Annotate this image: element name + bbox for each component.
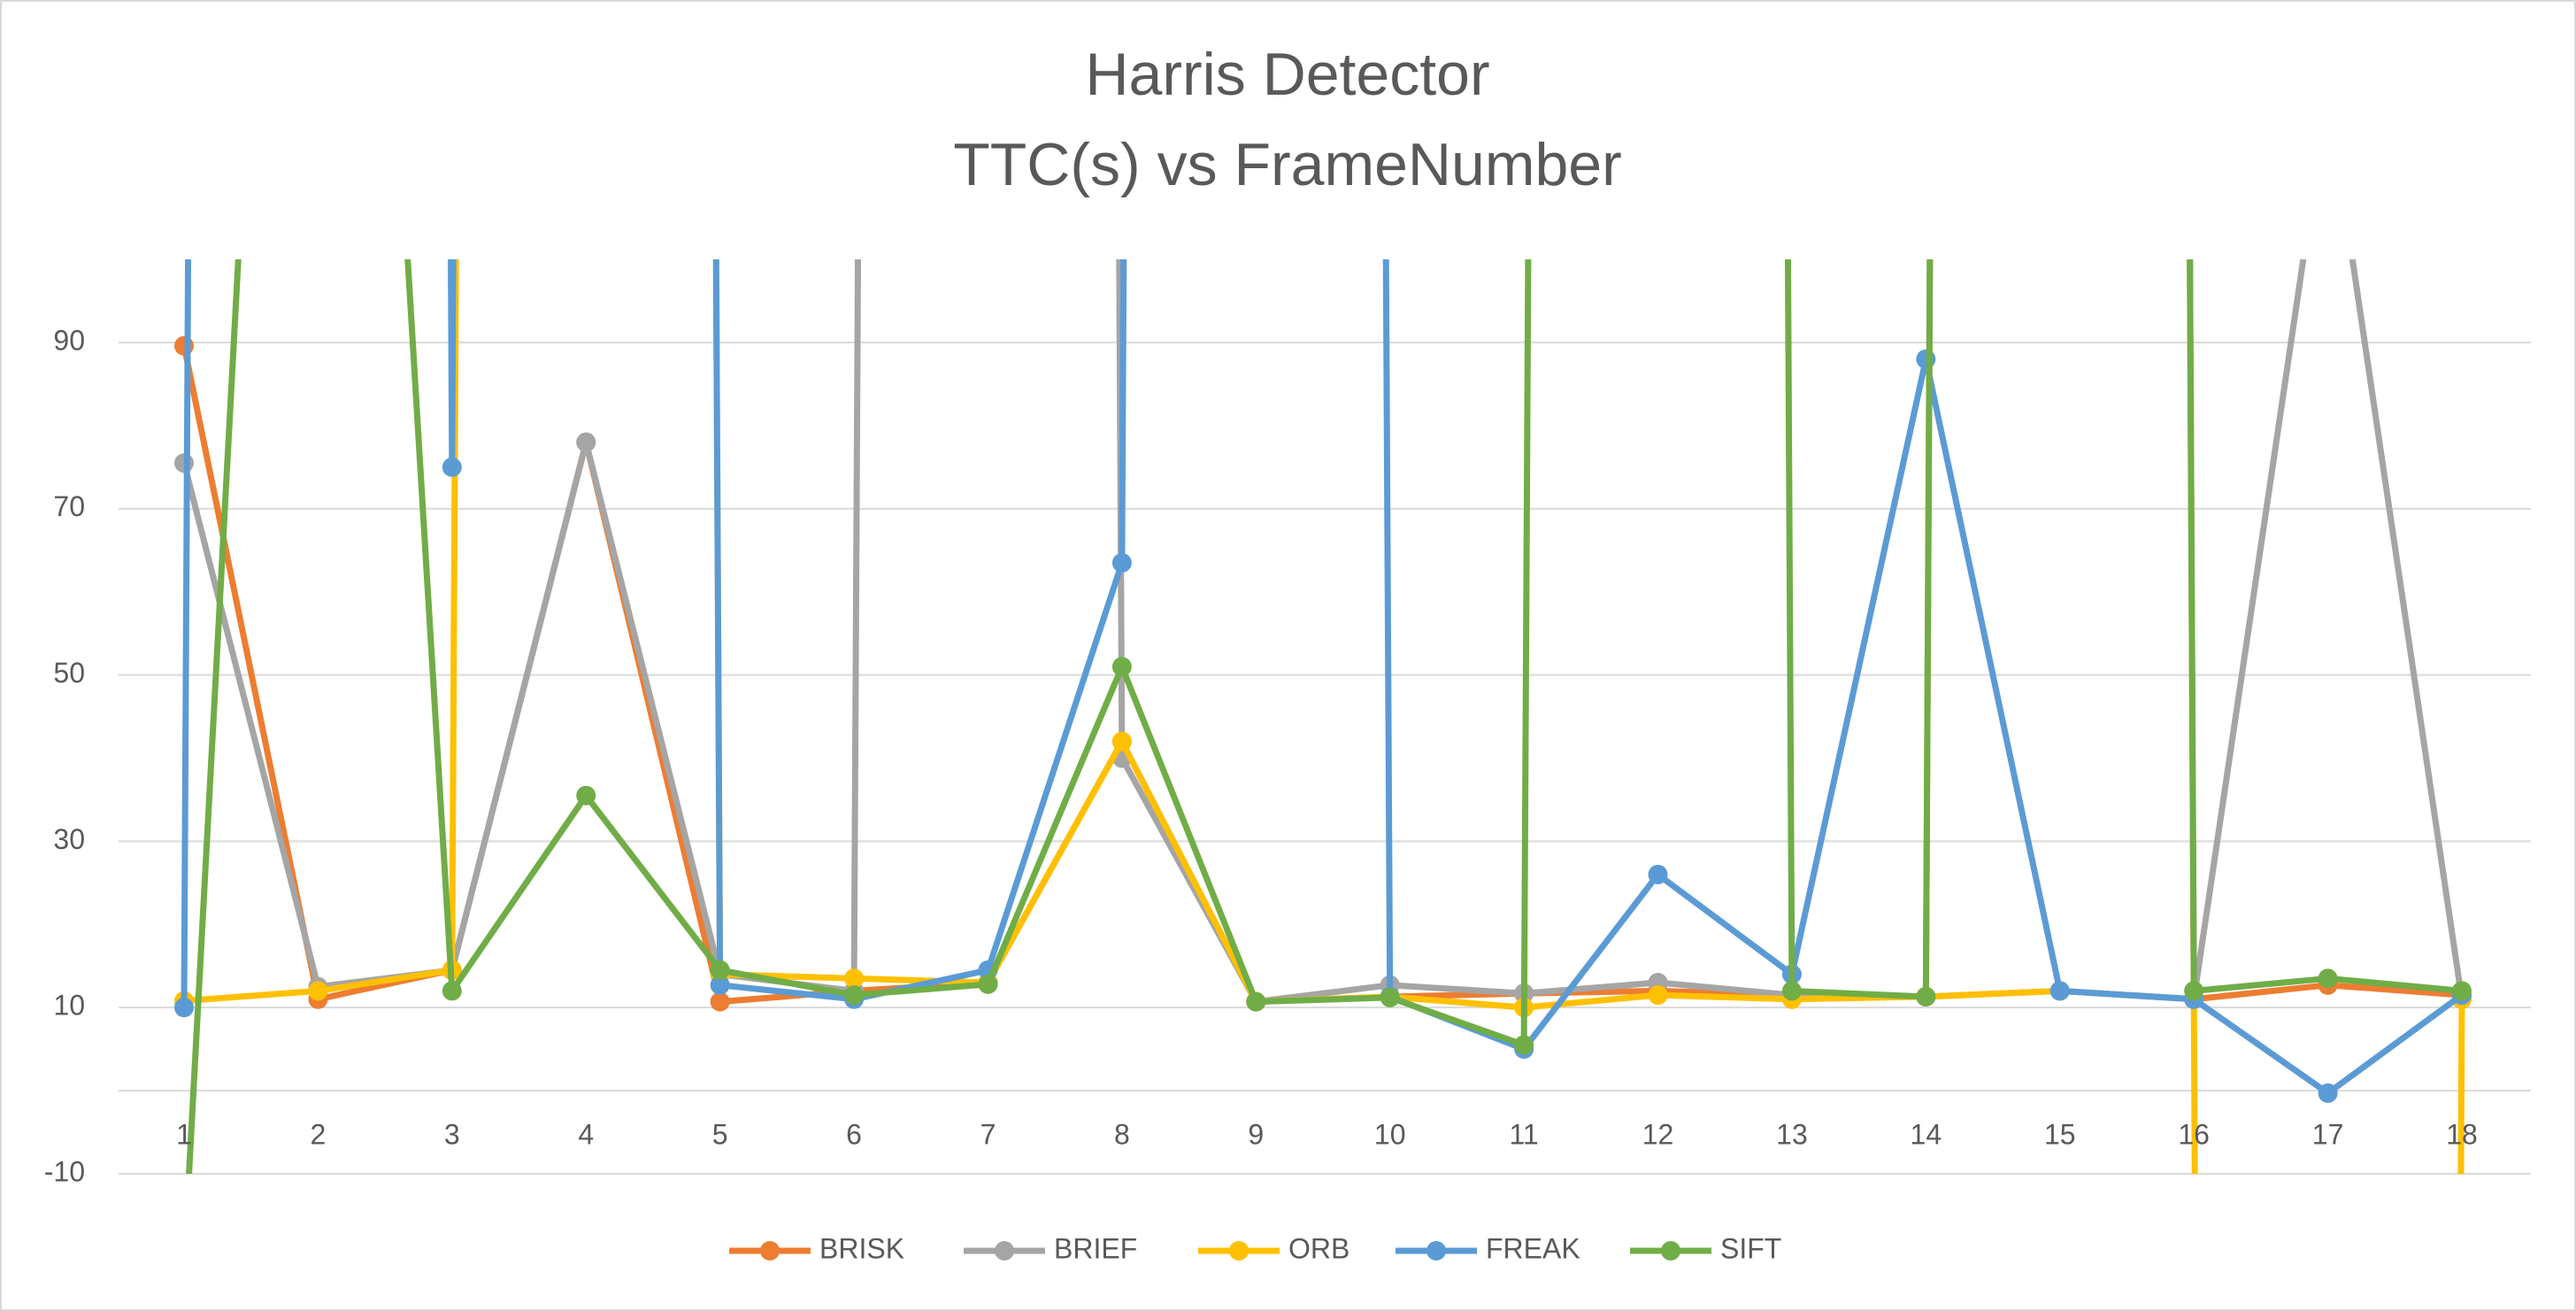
point (710, 960, 730, 980)
point (1916, 349, 1936, 369)
legend-label: FREAK (1486, 1232, 1580, 1264)
point (978, 974, 998, 994)
point (1648, 864, 1668, 884)
point (844, 985, 865, 1006)
x-tick-label: 14 (1911, 1119, 1942, 1151)
x-tick-label: 9 (1248, 1119, 1264, 1151)
x-tick-label: 10 (1374, 1119, 1406, 1151)
x-tick-label: 3 (444, 1119, 460, 1151)
point (1781, 981, 1802, 1001)
x-tick-label: 17 (2312, 1119, 2344, 1151)
point (710, 991, 730, 1012)
point (1916, 986, 1936, 1006)
point (1514, 1035, 1534, 1055)
y-tick-label: 90 (53, 324, 85, 356)
legend-marker (1661, 1241, 1680, 1261)
chart-subtitle: TTC(s) vs FrameNumber (953, 131, 1622, 198)
x-tick-label: 8 (1114, 1119, 1130, 1151)
legend-label: BRISK (819, 1232, 904, 1264)
x-tick-label: 1 (176, 1119, 192, 1151)
series-line (181, 259, 2465, 1097)
x-tick-label: 4 (578, 1119, 594, 1151)
x-tick-label: 2 (311, 1119, 327, 1151)
legend-label: BRIEF (1054, 1232, 1137, 1264)
point (442, 457, 462, 477)
y-tick-label: 30 (53, 823, 85, 855)
legend-marker (760, 1241, 780, 1261)
point (1380, 987, 1400, 1007)
x-tick-label: 5 (712, 1119, 728, 1151)
point (174, 335, 194, 356)
point (844, 968, 865, 989)
legend-marker (1229, 1241, 1249, 1261)
point (1111, 552, 1132, 573)
point (308, 981, 328, 1001)
point (710, 975, 730, 995)
point (174, 998, 194, 1018)
point (2452, 981, 2472, 1001)
x-tick-label: 15 (2044, 1119, 2076, 1151)
x-tick-label: 11 (1510, 1119, 1539, 1151)
point (576, 785, 596, 806)
x-tick-label: 12 (1642, 1119, 1674, 1151)
y-tick-label: -10 (44, 1155, 85, 1187)
point (1111, 657, 1132, 677)
point (1111, 731, 1132, 752)
legend-label: ORB (1288, 1232, 1350, 1264)
y-tick-label: 50 (53, 657, 85, 689)
x-tick-label: 18 (2446, 1119, 2478, 1151)
point (1246, 991, 1266, 1012)
y-tick-label: 10 (53, 990, 85, 1022)
point (576, 432, 596, 452)
point (442, 981, 462, 1001)
y-tick-label: 70 (53, 490, 85, 522)
series-line (186, 259, 2463, 1174)
legend-label: SIFT (1720, 1232, 1781, 1264)
legend-marker (995, 1241, 1014, 1261)
x-tick-label: 6 (846, 1119, 862, 1151)
point (2049, 981, 2070, 1001)
x-tick-label: 7 (980, 1119, 996, 1151)
x-tick-label: 13 (1776, 1119, 1808, 1151)
point (2318, 968, 2338, 989)
x-tick-label: 16 (2178, 1119, 2210, 1151)
chart-title: Harris Detector (1085, 41, 1489, 108)
point (2318, 1083, 2338, 1103)
legend-marker (1426, 1241, 1446, 1261)
point (2184, 981, 2204, 1001)
point (1648, 985, 1668, 1006)
